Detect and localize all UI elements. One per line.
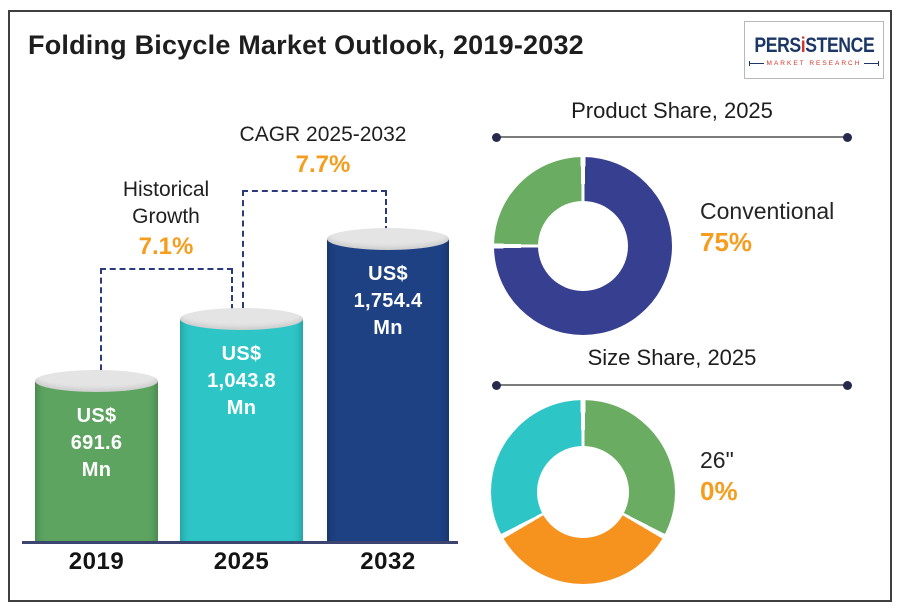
- bar-2025-value-line3: Mn: [226, 397, 257, 419]
- annotation-historical-growth: Historical Growth 7.1%: [86, 176, 246, 261]
- cagr-value: 7.7%: [295, 151, 351, 178]
- bar-2032-value-line3: Mn: [373, 317, 403, 339]
- logo-rule-right: [864, 60, 879, 66]
- bar-2032-body: US$ 1,754.4 Mn: [327, 239, 449, 543]
- dashed-connector-cagr-right: [385, 190, 387, 232]
- logo-text-suffix: STENCE: [804, 33, 874, 57]
- logo-text-prefix: PERS: [754, 33, 801, 57]
- product-share-callout-label: Conventional: [700, 198, 835, 224]
- x-axis-baseline: [22, 541, 458, 544]
- dashed-connector-historical-left: [100, 268, 102, 380]
- size-share-callout: 26" 0%: [700, 446, 738, 507]
- product-share-divider: [492, 133, 852, 142]
- bar-2032-value-line2: 1,754.4: [353, 290, 423, 312]
- annotation-cagr: CAGR 2025-2032 7.7%: [228, 121, 418, 179]
- logo-letter-i: i: [800, 33, 805, 57]
- product-share-callout-value: 75%: [700, 227, 753, 257]
- bar-2019-value-label: US$ 691.6 Mn: [35, 403, 158, 484]
- size-share-callout-value: 0%: [700, 476, 738, 506]
- axis-label-2025: 2025: [213, 548, 270, 575]
- bar-2025-value-line1: US$: [221, 343, 262, 365]
- bar-2025: US$ 1,043.8 Mn: [180, 308, 303, 543]
- brand-logo: PERSiSTENCE MARKET RESEARCH: [744, 21, 884, 79]
- size-share-divider: [492, 381, 852, 390]
- bar-2032: US$ 1,754.4 Mn: [327, 228, 449, 543]
- product-share-callout: Conventional 75%: [700, 197, 834, 258]
- bar-2019-value-line2: 691.6: [70, 432, 123, 454]
- size-share-title: Size Share, 2025: [587, 345, 757, 370]
- axis-label-2019: 2019: [68, 548, 125, 575]
- product-share-donut-chart: [494, 157, 672, 335]
- historical-growth-label: Historical Growth: [122, 178, 210, 228]
- brand-logo-wordmark: PERSiSTENCE: [754, 34, 874, 58]
- bar-2025-value-label: US$ 1,043.8 Mn: [180, 341, 303, 422]
- cagr-label: CAGR 2025-2032: [239, 123, 407, 146]
- page-title: Folding Bicycle Market Outlook, 2019-203…: [28, 30, 584, 60]
- size-share-donut-chart: [491, 400, 675, 584]
- bar-2019-value-line1: US$: [76, 405, 117, 427]
- axis-label-2032: 2032: [360, 548, 416, 575]
- historical-growth-value: 7.1%: [138, 233, 194, 260]
- dashed-connector-cagr-top: [242, 190, 387, 192]
- bar-2025-top-ellipse: [180, 308, 303, 330]
- dashed-connector-historical-top: [100, 268, 233, 270]
- logo-rule-left: [749, 60, 764, 66]
- bar-2019-body: US$ 691.6 Mn: [35, 381, 158, 543]
- dashed-connector-cagr-left: [242, 190, 244, 308]
- bar-2019-top-ellipse: [35, 370, 158, 392]
- size-share-callout-label: 26": [700, 447, 734, 473]
- bar-2032-top-ellipse: [327, 228, 449, 250]
- bar-2019-value-line3: Mn: [81, 459, 112, 481]
- bar-2032-value-line1: US$: [368, 263, 408, 285]
- product-share-title: Product Share, 2025: [571, 98, 773, 123]
- logo-tagline: MARKET RESEARCH: [766, 59, 862, 67]
- bar-2025-body: US$ 1,043.8 Mn: [180, 319, 303, 543]
- bar-2019: US$ 691.6 Mn: [35, 370, 158, 543]
- logo-tagline-row: MARKET RESEARCH: [749, 60, 879, 67]
- bar-2025-value-line2: 1,043.8: [207, 370, 276, 392]
- dashed-connector-historical-right: [231, 268, 233, 310]
- bar-2032-value-label: US$ 1,754.4 Mn: [327, 261, 449, 342]
